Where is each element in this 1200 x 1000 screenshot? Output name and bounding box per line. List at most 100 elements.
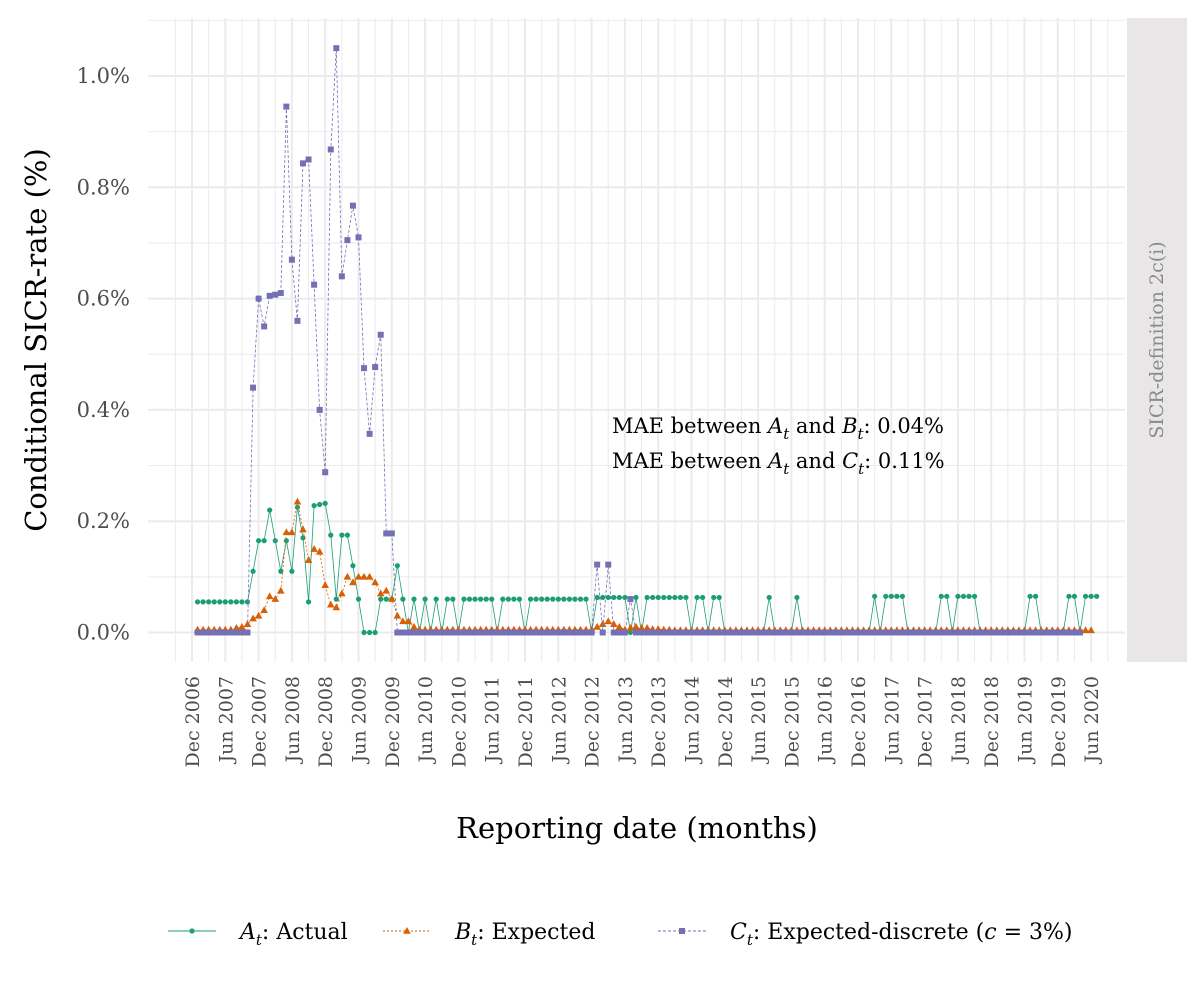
x-tick-label: Jun 2011 — [482, 676, 504, 764]
data-point — [560, 629, 567, 636]
data-point — [416, 629, 423, 636]
data-point — [372, 364, 379, 371]
data-point — [411, 629, 417, 636]
data-point — [294, 317, 301, 324]
data-point — [343, 572, 352, 580]
legend-text: : Actual — [262, 920, 348, 945]
data-point — [444, 629, 451, 636]
data-point — [355, 234, 362, 241]
data-point — [660, 629, 667, 636]
data-point — [993, 629, 1000, 636]
data-point — [300, 160, 306, 167]
x-tick-label: Dec 2015 — [781, 676, 803, 768]
data-point — [571, 629, 578, 636]
data-point — [749, 629, 756, 636]
data-point — [544, 596, 550, 602]
data-point — [277, 290, 284, 297]
data-point — [472, 596, 478, 602]
data-point — [1027, 593, 1033, 599]
x-tick-label: Dec 2010 — [448, 676, 470, 768]
data-point — [338, 273, 345, 280]
annotation-text: MAE between — [612, 414, 768, 438]
data-point — [399, 617, 407, 625]
data-point — [566, 596, 573, 602]
data-point — [304, 556, 313, 563]
annotation: MAE between At and Bt: 0.04%MAE between … — [612, 414, 945, 478]
plot-background — [148, 18, 1125, 662]
data-point — [449, 629, 456, 636]
x-tick-label: Dec 2016 — [848, 676, 870, 768]
data-point — [244, 629, 251, 636]
data-point — [893, 629, 900, 636]
data-point — [860, 629, 867, 636]
data-point — [633, 629, 639, 636]
data-point — [577, 629, 584, 636]
data-point — [899, 593, 906, 599]
data-point — [766, 594, 772, 601]
data-point — [904, 629, 911, 636]
data-point — [238, 629, 245, 636]
data-point — [672, 594, 678, 601]
data-point — [189, 928, 195, 934]
legend-var: C — [730, 920, 747, 945]
data-point — [1087, 626, 1095, 634]
legend-item-A: At: Actual — [168, 920, 348, 949]
legend-text: = 3%) — [997, 920, 1073, 945]
data-point — [422, 596, 428, 602]
data-point — [650, 594, 656, 601]
data-point — [361, 629, 367, 636]
x-tick-label: Dec 2014 — [715, 676, 737, 768]
data-point — [594, 594, 600, 601]
x-tick-label: Jun 2016 — [815, 676, 837, 764]
data-point — [810, 629, 817, 636]
data-point — [655, 629, 662, 636]
data-point — [344, 237, 351, 244]
data-point — [605, 561, 612, 568]
data-point — [916, 629, 923, 636]
data-point — [877, 629, 884, 636]
x-tick-label: Dec 2007 — [249, 676, 271, 768]
data-point — [483, 596, 489, 602]
data-point — [254, 611, 263, 619]
data-point — [794, 594, 800, 601]
data-point — [438, 629, 445, 636]
data-point — [1010, 629, 1017, 636]
data-point — [627, 629, 634, 636]
data-point — [283, 103, 290, 110]
data-point — [261, 323, 268, 330]
data-point — [544, 629, 551, 636]
facet-strip — [1127, 18, 1187, 662]
data-point — [478, 596, 484, 602]
data-point — [583, 629, 590, 636]
x-tick-label: Dec 2011 — [515, 676, 537, 768]
data-point — [805, 629, 812, 636]
grid — [148, 18, 1125, 662]
data-point — [433, 596, 439, 602]
data-point — [466, 629, 473, 636]
data-point — [344, 532, 350, 538]
data-point — [377, 331, 384, 338]
data-point — [466, 596, 473, 602]
data-point — [327, 146, 334, 153]
data-point — [960, 593, 967, 599]
data-point — [977, 629, 984, 636]
data-point — [1027, 629, 1034, 636]
data-point — [382, 586, 391, 594]
legend-subscript: t — [747, 931, 754, 949]
annotation-subscript: t — [783, 460, 790, 478]
data-point — [293, 497, 302, 505]
data-point — [305, 599, 312, 605]
data-point — [694, 629, 701, 636]
legend-var: B — [454, 920, 471, 945]
annotation-subscript: t — [858, 425, 865, 443]
data-point — [194, 599, 201, 605]
data-point — [332, 603, 341, 611]
annotation-subscript: t — [858, 460, 865, 478]
data-point — [450, 596, 456, 602]
data-point — [882, 629, 889, 636]
data-point — [505, 596, 511, 602]
data-point — [982, 629, 989, 636]
data-point — [1077, 629, 1083, 636]
data-point — [283, 538, 289, 544]
x-tick-label: Jun 2010 — [415, 676, 437, 764]
